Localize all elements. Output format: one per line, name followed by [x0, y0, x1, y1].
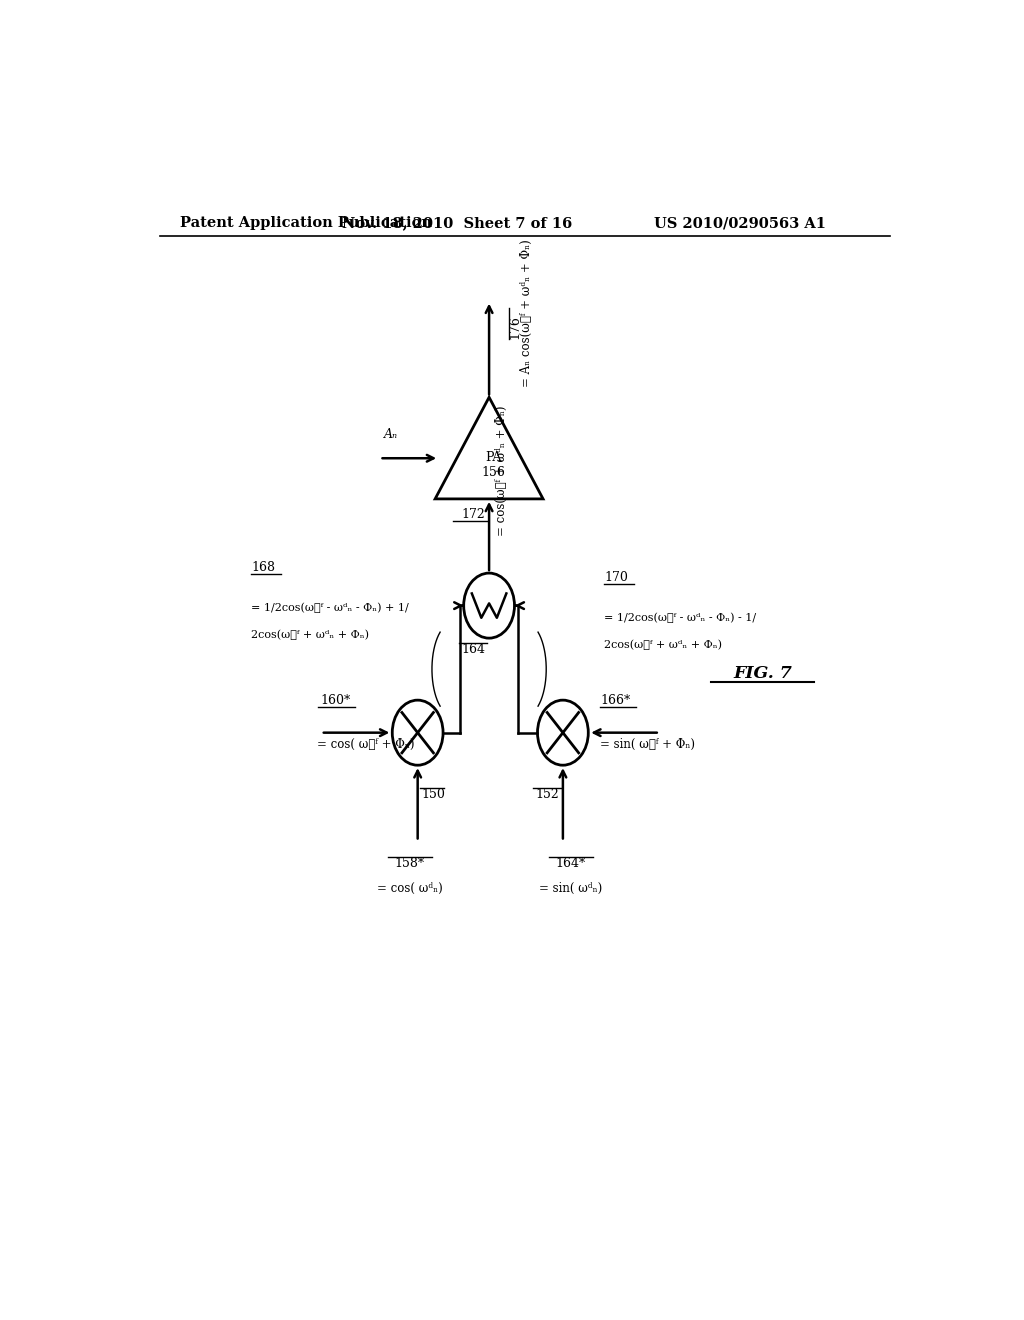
Text: 164: 164: [461, 643, 485, 656]
Text: Aₙ: Aₙ: [384, 428, 398, 441]
Text: PA
156: PA 156: [481, 451, 505, 479]
Text: Nov. 18, 2010  Sheet 7 of 16: Nov. 18, 2010 Sheet 7 of 16: [342, 216, 572, 231]
Text: 158*: 158*: [394, 857, 425, 870]
Text: = sin( ωᵈₙ): = sin( ωᵈₙ): [540, 882, 602, 895]
Text: = 1/2cos(ωᷣᶠ - ωᵈₙ - Φₙ) + 1/: = 1/2cos(ωᷣᶠ - ωᵈₙ - Φₙ) + 1/: [251, 602, 409, 612]
Text: 166*: 166*: [600, 694, 631, 708]
Text: 2cos(ωᷣᶠ + ωᵈₙ + Φₙ): 2cos(ωᷣᶠ + ωᵈₙ + Φₙ): [604, 639, 722, 649]
Text: Patent Application Publication: Patent Application Publication: [179, 216, 431, 231]
Text: 2cos(ωᷣᶠ + ωᵈₙ + Φₙ): 2cos(ωᷣᶠ + ωᵈₙ + Φₙ): [251, 630, 369, 640]
Text: 164*: 164*: [556, 857, 586, 870]
Text: = cos(ωᷣᶠ + ωᵈₙ + Φₙ): = cos(ωᷣᶠ + ωᵈₙ + Φₙ): [495, 405, 508, 536]
Text: = Aₙ cos(ωᷣᶠ + ωᵈₙ + Φₙ): = Aₙ cos(ωᷣᶠ + ωᵈₙ + Φₙ): [520, 239, 532, 387]
Text: 170: 170: [604, 572, 628, 585]
Text: = cos( ωᷣᶠ + Φₙ): = cos( ωᷣᶠ + Φₙ): [316, 738, 415, 751]
Text: 152: 152: [536, 788, 559, 800]
Text: = sin( ωᷣᶠ + Φₙ): = sin( ωᷣᶠ + Φₙ): [600, 738, 695, 751]
Text: 150: 150: [422, 788, 445, 800]
Text: = cos( ωᵈₙ): = cos( ωᵈₙ): [377, 882, 442, 895]
Text: 176: 176: [509, 315, 522, 339]
Text: 168: 168: [251, 561, 275, 574]
Text: 160*: 160*: [321, 694, 351, 708]
Text: US 2010/0290563 A1: US 2010/0290563 A1: [654, 216, 826, 231]
Text: 172: 172: [462, 508, 485, 521]
Text: = 1/2cos(ωᷣᶠ - ωᵈₙ - Φₙ) - 1/: = 1/2cos(ωᷣᶠ - ωᵈₙ - Φₙ) - 1/: [604, 612, 757, 623]
Text: FIG. 7: FIG. 7: [733, 665, 793, 682]
